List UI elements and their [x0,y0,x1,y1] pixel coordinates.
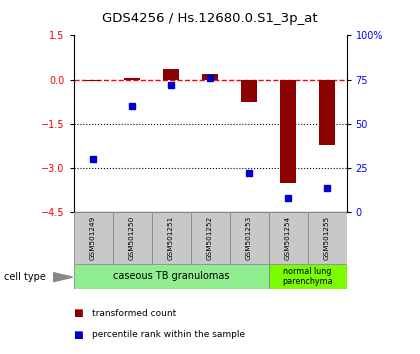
Text: caseous TB granulomas: caseous TB granulomas [113,272,229,281]
Text: GSM501251: GSM501251 [168,216,174,260]
Bar [152,212,191,264]
Bar [241,80,257,102]
Bar [319,80,335,144]
Text: percentile rank within the sample: percentile rank within the sample [92,330,246,339]
Bar [74,264,268,289]
Text: GSM501249: GSM501249 [90,216,96,260]
Text: GSM501250: GSM501250 [129,216,135,260]
Bar [268,264,346,289]
Text: GSM501252: GSM501252 [207,216,213,260]
Bar [113,212,152,264]
Bar [268,212,307,264]
Bar [202,74,218,80]
Bar [85,80,101,81]
Text: GSM501254: GSM501254 [285,216,291,260]
Polygon shape [52,273,73,282]
Text: cell type: cell type [4,272,46,282]
Text: ■: ■ [74,308,83,318]
Text: GSM501255: GSM501255 [324,216,330,260]
Bar [74,212,113,264]
Text: ■: ■ [74,330,83,339]
Text: GSM501253: GSM501253 [246,216,252,260]
Text: GDS4256 / Hs.12680.0.S1_3p_at: GDS4256 / Hs.12680.0.S1_3p_at [102,12,318,25]
Text: transformed count: transformed count [92,309,177,318]
Bar [307,212,346,264]
Text: normal lung
parenchyma: normal lung parenchyma [282,267,333,286]
Bar [124,78,140,80]
Bar [163,69,179,80]
Bar [229,212,268,264]
Bar [280,80,296,183]
Bar [191,212,229,264]
